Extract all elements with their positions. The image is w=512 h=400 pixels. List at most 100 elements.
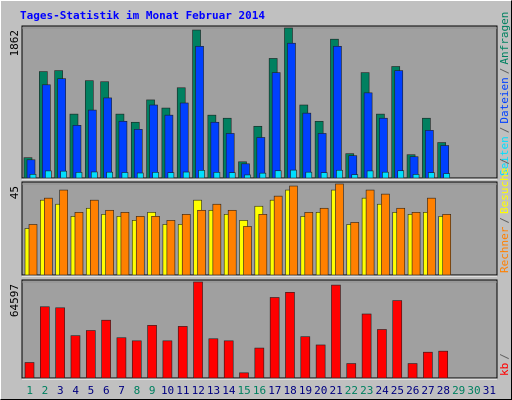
bar [396, 207, 406, 276]
bar [274, 170, 282, 179]
x-tick-label: 14 [222, 384, 236, 397]
legend-label: Anfragen [498, 12, 511, 65]
x-tick-label: 16 [253, 384, 266, 397]
bar [442, 214, 452, 276]
x-tick-label: 24 [375, 384, 389, 397]
bar [269, 297, 280, 379]
x-tick-label: 26 [406, 384, 419, 397]
x-tick-label: 7 [118, 384, 125, 397]
bar [44, 197, 53, 276]
bar [411, 212, 421, 276]
bar [254, 347, 265, 379]
bar [271, 72, 281, 179]
x-tick-label: 1 [26, 384, 33, 397]
bar [40, 306, 50, 379]
bar [85, 330, 96, 379]
legend-separator: / [498, 68, 511, 75]
bar [131, 340, 142, 379]
bar [225, 133, 235, 179]
bar [315, 344, 326, 379]
bar [351, 174, 359, 179]
bar [133, 129, 143, 179]
x-tick-label: 22 [345, 384, 358, 397]
legend-label: kb [498, 363, 511, 376]
bar [407, 363, 418, 379]
x-tick-label: 19 [299, 384, 312, 397]
bar [392, 300, 403, 379]
bar [149, 104, 158, 179]
bar [440, 145, 450, 179]
bar [45, 170, 52, 179]
bar [90, 171, 98, 179]
bar [223, 340, 234, 379]
bar [258, 214, 268, 276]
bar [285, 292, 295, 379]
bar [259, 172, 267, 179]
x-tick-label: 21 [329, 384, 342, 397]
bar [302, 112, 312, 179]
bar [289, 185, 298, 276]
bar [381, 193, 390, 276]
legend-separator: / [498, 158, 511, 165]
bar [87, 109, 97, 179]
bar [151, 216, 160, 276]
bar [152, 172, 159, 179]
x-tick-label: 9 [149, 384, 156, 397]
bar [166, 220, 176, 276]
bar [42, 84, 51, 179]
bar [273, 195, 283, 276]
x-tick-label: 4 [72, 384, 79, 397]
legend-label: Rechner [498, 226, 511, 273]
bar [106, 171, 113, 179]
legend-label: Dateien [498, 77, 511, 123]
bar [167, 172, 175, 179]
x-tick-label: 2 [42, 384, 49, 397]
bar [57, 78, 66, 179]
bar [101, 319, 111, 379]
bar [136, 172, 144, 179]
x-tick-label: 27 [421, 384, 434, 397]
legend-label: Seiten [498, 136, 511, 176]
bar [394, 70, 404, 179]
x-tick-label: 6 [103, 384, 110, 397]
y-tick-label: 64597 [8, 284, 21, 317]
bar [72, 125, 82, 179]
bar [256, 137, 266, 179]
bar [28, 224, 38, 276]
bar [304, 212, 314, 276]
x-tick-label: 20 [314, 384, 327, 397]
bar [179, 102, 189, 179]
x-tick-label: 31 [483, 384, 496, 397]
y-tick-label: 1862 [8, 30, 21, 57]
bar [305, 171, 313, 179]
bar [365, 189, 375, 276]
bar [366, 170, 374, 179]
x-tick-label: 15 [238, 384, 251, 397]
bar [423, 351, 433, 379]
bar [121, 172, 129, 179]
bar [239, 372, 249, 379]
bar [210, 121, 220, 179]
bar [350, 222, 360, 276]
x-tick-label: 8 [134, 384, 141, 397]
bar [105, 209, 114, 276]
bar [319, 207, 329, 276]
bar [213, 172, 221, 179]
x-tick-label: 17 [268, 384, 281, 397]
bar [300, 336, 311, 379]
bar [147, 325, 157, 379]
bar [397, 170, 405, 179]
legend-separator: / [498, 217, 511, 224]
chart-title: Tages-Statistik im Monat Februar 2014 [20, 9, 265, 22]
bar [59, 189, 68, 276]
bar [177, 326, 188, 379]
bar [317, 133, 327, 179]
x-tick-label: 3 [57, 384, 64, 397]
bar [193, 281, 203, 379]
bar [320, 172, 328, 179]
bar [363, 92, 373, 179]
bar [212, 203, 222, 276]
bar [24, 362, 35, 379]
bar [438, 350, 449, 379]
